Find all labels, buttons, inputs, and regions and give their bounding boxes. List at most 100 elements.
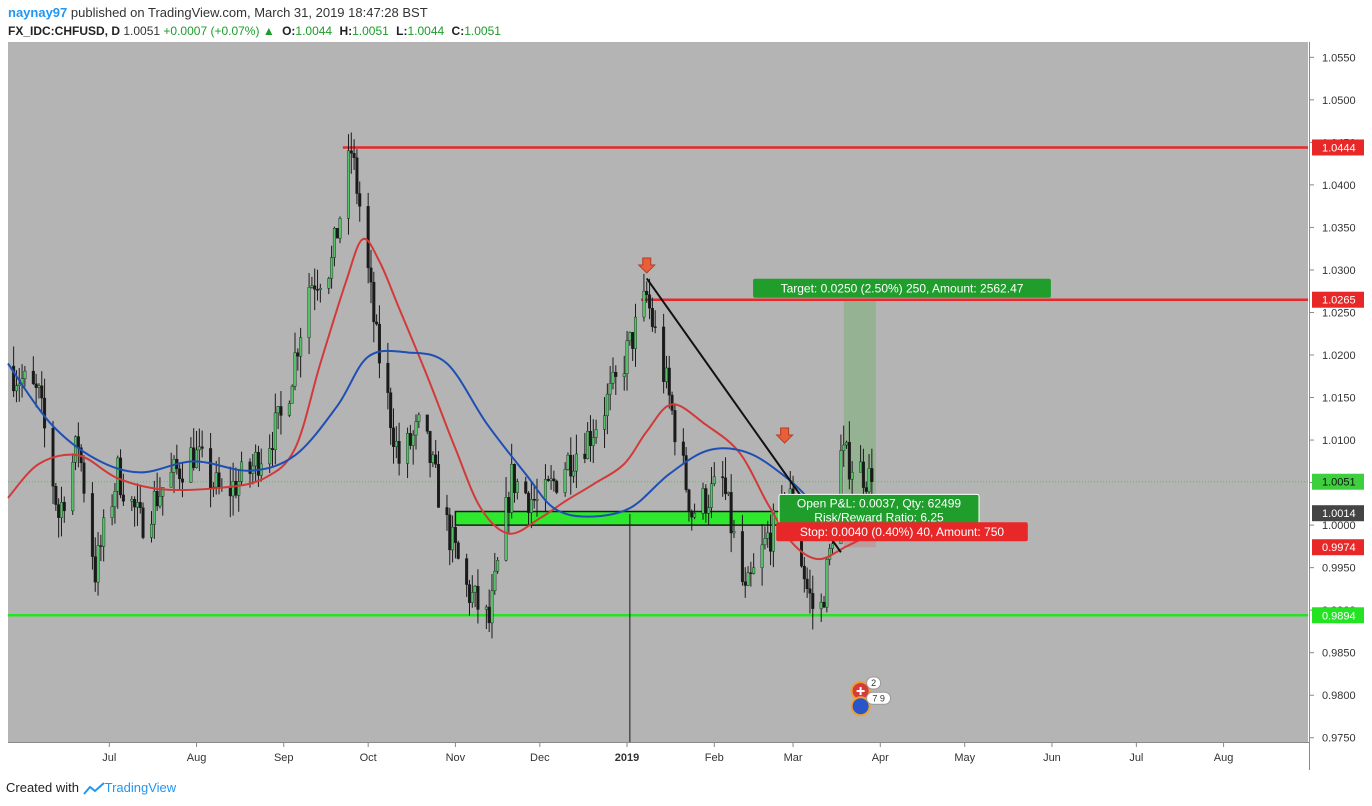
candle-body bbox=[121, 494, 125, 502]
publish-line: naynay97 published on TradingView.com, M… bbox=[8, 4, 1308, 22]
price-axis[interactable] bbox=[1310, 42, 1364, 742]
candle-body bbox=[726, 492, 730, 495]
candle-body bbox=[845, 441, 849, 446]
candle-body bbox=[240, 461, 244, 482]
candle-body bbox=[214, 472, 218, 488]
candle-body bbox=[428, 431, 432, 463]
price-tag-bg bbox=[1312, 607, 1364, 624]
down-arrows bbox=[637, 257, 794, 444]
price-tag-label: 1.0265 bbox=[1322, 295, 1356, 307]
last-price: 1.0051 bbox=[123, 24, 161, 38]
candle-body bbox=[158, 496, 162, 507]
horizontal-levels[interactable] bbox=[8, 146, 1308, 617]
badge-count-bg bbox=[866, 676, 882, 690]
candle-body bbox=[693, 513, 697, 518]
candle-body bbox=[535, 499, 539, 501]
candle-body bbox=[256, 451, 260, 476]
candle-body bbox=[93, 556, 97, 583]
candle-body bbox=[406, 433, 410, 464]
candle-body bbox=[273, 412, 277, 450]
candle-body bbox=[574, 453, 578, 472]
candle-body bbox=[307, 287, 311, 338]
flag-us-icon[interactable] bbox=[850, 696, 871, 717]
candle-body bbox=[701, 488, 705, 514]
candle-body bbox=[712, 476, 716, 484]
y-tick-label: 1.0000 bbox=[1322, 520, 1356, 532]
candle-body bbox=[316, 289, 320, 291]
candle-body bbox=[391, 427, 395, 447]
candle-body bbox=[155, 491, 159, 507]
candle-body bbox=[296, 352, 300, 357]
candle-body bbox=[116, 457, 120, 492]
y-tick-label: 1.0350 bbox=[1322, 222, 1356, 234]
candle-body bbox=[234, 481, 238, 496]
candle-body bbox=[231, 481, 235, 497]
candle-body bbox=[349, 150, 353, 154]
candle-body bbox=[346, 150, 350, 219]
candle-body bbox=[842, 444, 846, 451]
price-tag-label: 1.0014 bbox=[1322, 508, 1356, 520]
candle-body bbox=[12, 365, 16, 392]
price-chart[interactable]: 1.05501.05001.04501.04001.03501.03001.02… bbox=[0, 42, 1372, 778]
price-tag-label: 1.0444 bbox=[1322, 142, 1356, 154]
candle-body bbox=[192, 447, 196, 468]
x-tick-label: Jun bbox=[1043, 752, 1061, 764]
price-tag-bg bbox=[1312, 291, 1364, 308]
candle-body bbox=[237, 481, 241, 496]
candle-body bbox=[467, 584, 471, 603]
high-value: 1.0051 bbox=[352, 24, 389, 38]
candle-body bbox=[507, 497, 511, 513]
y-tick-label: 1.0150 bbox=[1322, 393, 1356, 405]
candle-body bbox=[57, 504, 61, 518]
candle-body bbox=[830, 543, 834, 549]
candle-body bbox=[445, 507, 449, 516]
candle-body bbox=[746, 572, 750, 586]
candle-body bbox=[102, 517, 106, 547]
candle-body bbox=[569, 454, 573, 477]
price-tag-label: 0.9974 bbox=[1322, 542, 1356, 554]
candle-body bbox=[752, 567, 756, 574]
candle-body bbox=[588, 430, 592, 446]
close-label: C: bbox=[451, 24, 465, 38]
candle-body bbox=[763, 538, 767, 546]
candle-body bbox=[549, 478, 553, 481]
candle-body bbox=[200, 446, 204, 449]
candle-body bbox=[504, 497, 508, 561]
candle-body bbox=[608, 383, 612, 395]
y-tick-label: 1.0250 bbox=[1322, 307, 1356, 319]
candle-body bbox=[625, 340, 629, 374]
candle-body bbox=[631, 332, 635, 349]
y-tick-label: 0.9850 bbox=[1322, 648, 1356, 660]
candle-body bbox=[59, 502, 63, 518]
candle-body bbox=[828, 548, 832, 560]
candle-body bbox=[169, 472, 173, 488]
candle-body bbox=[614, 371, 618, 377]
candle-body bbox=[707, 507, 711, 514]
high-label: H: bbox=[339, 24, 353, 38]
candle-body bbox=[690, 511, 694, 518]
x-tick-label: Sep bbox=[274, 752, 294, 764]
candle-body bbox=[397, 441, 401, 464]
x-tick-label: Feb bbox=[705, 752, 724, 764]
candle-body bbox=[732, 531, 736, 534]
event-badges[interactable]: 2 7 9 bbox=[850, 676, 892, 717]
author-link[interactable]: naynay97 bbox=[8, 5, 68, 20]
candle-body bbox=[653, 326, 657, 328]
candle-body bbox=[375, 321, 379, 325]
candle-body bbox=[771, 509, 775, 552]
candle-body bbox=[82, 462, 86, 494]
candle-body bbox=[414, 421, 418, 436]
candle-body bbox=[279, 406, 283, 416]
candle-body bbox=[135, 502, 139, 508]
candle-body bbox=[684, 455, 688, 491]
candle-body bbox=[642, 290, 646, 318]
candle-body bbox=[90, 493, 94, 557]
candle-body bbox=[532, 499, 536, 501]
candle-body bbox=[867, 468, 871, 492]
candle-body bbox=[611, 371, 615, 384]
time-axis[interactable] bbox=[8, 742, 1308, 770]
candle-body bbox=[74, 436, 78, 463]
tradingview-brand[interactable]: TradingView bbox=[104, 780, 177, 795]
candle-body bbox=[470, 592, 474, 603]
x-tick-label: 2019 bbox=[615, 752, 639, 764]
